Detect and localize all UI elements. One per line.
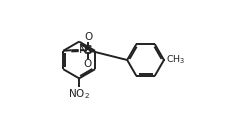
Text: N: N: [79, 45, 87, 55]
Text: O: O: [84, 32, 93, 42]
Text: NO$_2$: NO$_2$: [68, 88, 90, 101]
Text: CH$_3$: CH$_3$: [166, 54, 185, 66]
Text: S: S: [84, 44, 93, 57]
Text: O: O: [84, 60, 92, 69]
